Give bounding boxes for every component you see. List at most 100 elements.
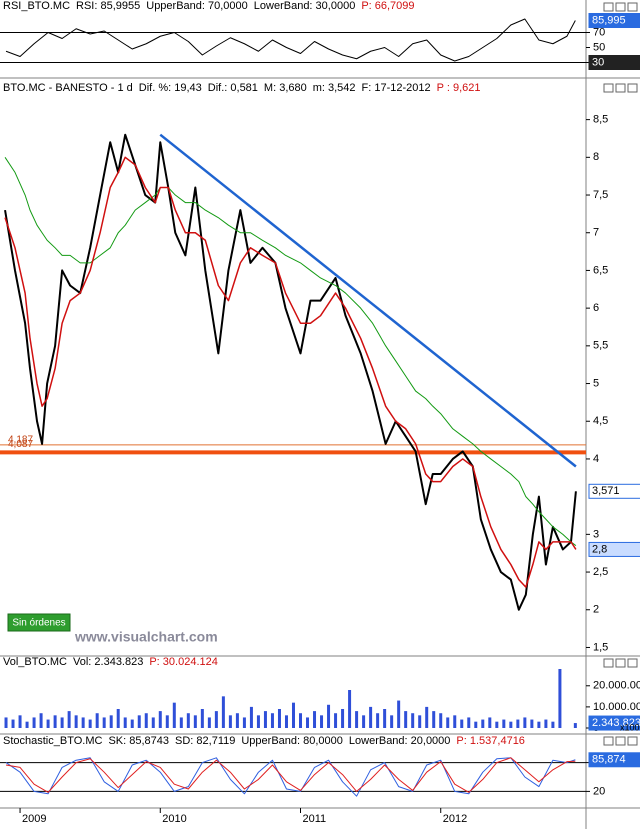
icon[interactable] xyxy=(615,736,626,746)
series-line xyxy=(4,133,577,611)
volume-bar xyxy=(130,719,134,728)
x-tick-label: 2010 xyxy=(162,813,186,825)
volume-bar xyxy=(320,715,324,728)
value-box xyxy=(588,541,640,557)
value-box xyxy=(588,715,640,731)
icon[interactable] xyxy=(615,83,626,93)
icon[interactable] xyxy=(615,658,626,668)
header-field: UpperBand: 70,0000 xyxy=(146,0,248,12)
plot-area xyxy=(0,18,586,63)
orders-button[interactable] xyxy=(7,613,71,632)
volume-bar xyxy=(573,723,577,728)
icon[interactable] xyxy=(627,2,638,12)
volume-bar xyxy=(144,713,148,728)
volume-bar xyxy=(11,719,15,728)
header-field: Stochastic_BTO.MC xyxy=(3,735,102,747)
volume-bar xyxy=(327,704,331,728)
volume-bar xyxy=(277,709,281,728)
volume-bar xyxy=(537,721,541,728)
y-tick-label: 4,5 xyxy=(593,415,608,427)
volume-bar xyxy=(446,717,450,728)
volume-bar xyxy=(67,711,71,728)
icon[interactable] xyxy=(627,736,638,746)
icon[interactable] xyxy=(615,2,626,12)
volume-bar xyxy=(495,721,499,728)
y-tick-label: 70 xyxy=(593,26,605,38)
y-tick-label: 6,5 xyxy=(593,264,608,276)
series-line xyxy=(5,757,576,793)
header-field: F: 17-12-2012 xyxy=(362,82,431,94)
header-field: BTO.MC - BANESTO - 1 d xyxy=(3,82,133,94)
volume-bar xyxy=(249,706,253,728)
header-field: Dif.: 0,581 xyxy=(208,82,258,94)
volume-bar xyxy=(270,713,274,728)
volume-bar xyxy=(432,711,436,728)
value-box-label: 85,874 xyxy=(592,754,626,766)
header-field: LowerBand: 20,0000 xyxy=(349,735,451,747)
watermark: www.visualchart.com xyxy=(74,629,218,645)
volume-bar xyxy=(397,700,401,728)
icon[interactable] xyxy=(603,736,614,746)
panel-header: RSI_BTO.MC RSI: 85,9955 UpperBand: 70,0000… xyxy=(3,0,415,12)
volume-bar xyxy=(207,717,211,728)
orders-button-label[interactable]: Sin órdenes xyxy=(12,618,65,629)
volume-bar xyxy=(425,706,429,728)
volume-bar xyxy=(102,717,106,728)
volume-bar xyxy=(53,715,57,728)
volume-bar xyxy=(411,713,415,728)
y-tick-label: 20 xyxy=(593,785,605,797)
series-line xyxy=(5,18,576,62)
value-box-label: 85,995 xyxy=(592,14,626,26)
volume-bar xyxy=(467,717,471,728)
icon[interactable] xyxy=(603,658,614,668)
header-field: SK: 85,8743 xyxy=(108,735,169,747)
volume-bar xyxy=(4,717,8,728)
icon[interactable] xyxy=(627,83,638,93)
volume-bar xyxy=(551,721,555,728)
icon[interactable] xyxy=(603,83,614,93)
volume-bar xyxy=(348,690,352,728)
volume-bar xyxy=(306,717,310,728)
panel-header: Vol_BTO.MC Vol: 2.343.823 P: 30.024.124 xyxy=(3,656,218,668)
volume-bar xyxy=(355,711,359,728)
volume-bar xyxy=(509,721,513,728)
volume-bar xyxy=(221,696,225,728)
y-tick-label: 8 xyxy=(593,151,599,163)
icon[interactable] xyxy=(603,2,614,12)
series-line xyxy=(4,157,577,547)
volume-bar xyxy=(263,711,267,728)
plot-area xyxy=(0,757,586,797)
volume-bar xyxy=(284,715,288,728)
header-field: Vol: 2.343.823 xyxy=(73,656,143,668)
volume-bar xyxy=(172,702,176,728)
header-field: M: 3,680 xyxy=(264,82,307,94)
y-tick-label: 8,5 xyxy=(593,114,608,126)
panel-header: Stochastic_BTO.MC SK: 85,8743 SD: 82,7119 U… xyxy=(3,735,525,747)
y-tick-label: 3 xyxy=(593,528,599,540)
volume-bar xyxy=(502,719,506,728)
volume-bar xyxy=(334,713,338,728)
y-tick-label: 10.000.000 xyxy=(593,701,640,713)
volume-bar xyxy=(18,715,22,728)
y-tick-label: 20.000.000 xyxy=(593,680,640,692)
scale-note: x100 xyxy=(620,722,640,732)
volume-bar xyxy=(60,717,64,728)
volume-bar xyxy=(158,711,162,728)
y-tick-label: 50 xyxy=(593,41,605,53)
y-tick-label: 2,5 xyxy=(593,566,608,578)
volume-bar xyxy=(341,709,345,728)
volume-bar xyxy=(481,719,485,728)
icon[interactable] xyxy=(627,658,638,668)
volume-bar xyxy=(530,719,534,728)
header-field: UpperBand: 80,0000 xyxy=(241,735,343,747)
header-field: RSI_BTO.MC xyxy=(3,0,70,12)
level-label: 4,187 xyxy=(8,434,33,445)
volume-bar xyxy=(390,715,394,728)
volume-bar xyxy=(404,711,408,728)
volume-bar xyxy=(95,713,99,728)
y-tick-label: 5,5 xyxy=(593,340,608,352)
volume-bar xyxy=(46,719,50,728)
volume-bar xyxy=(242,717,246,728)
volume-bar xyxy=(214,711,218,728)
y-tick-label: 4 xyxy=(593,453,599,465)
